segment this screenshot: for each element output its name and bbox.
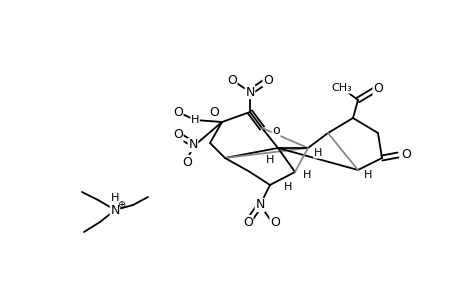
Text: H: H [111, 193, 119, 203]
Text: N: N [110, 203, 119, 217]
Text: O: O [173, 128, 183, 142]
Text: O: O [269, 215, 280, 229]
Text: N: N [255, 199, 264, 212]
Text: O: O [242, 215, 252, 229]
Text: O: O [372, 82, 382, 94]
Text: H: H [283, 182, 291, 192]
Text: H: H [313, 148, 321, 158]
Text: O: O [208, 106, 218, 118]
Text: O: O [182, 155, 191, 169]
Text: H: H [265, 155, 274, 165]
Text: N: N [188, 139, 197, 152]
Text: O: O [400, 148, 410, 161]
Text: ⊕: ⊕ [117, 200, 125, 210]
Text: o: o [272, 124, 279, 137]
Text: H: H [302, 170, 310, 180]
Text: O: O [173, 106, 183, 118]
Text: H: H [190, 115, 199, 125]
Text: N: N [245, 85, 254, 98]
Text: H: H [363, 170, 371, 180]
Text: O: O [263, 74, 272, 86]
Text: CH₃: CH₃ [331, 83, 352, 93]
Text: O: O [227, 74, 236, 86]
